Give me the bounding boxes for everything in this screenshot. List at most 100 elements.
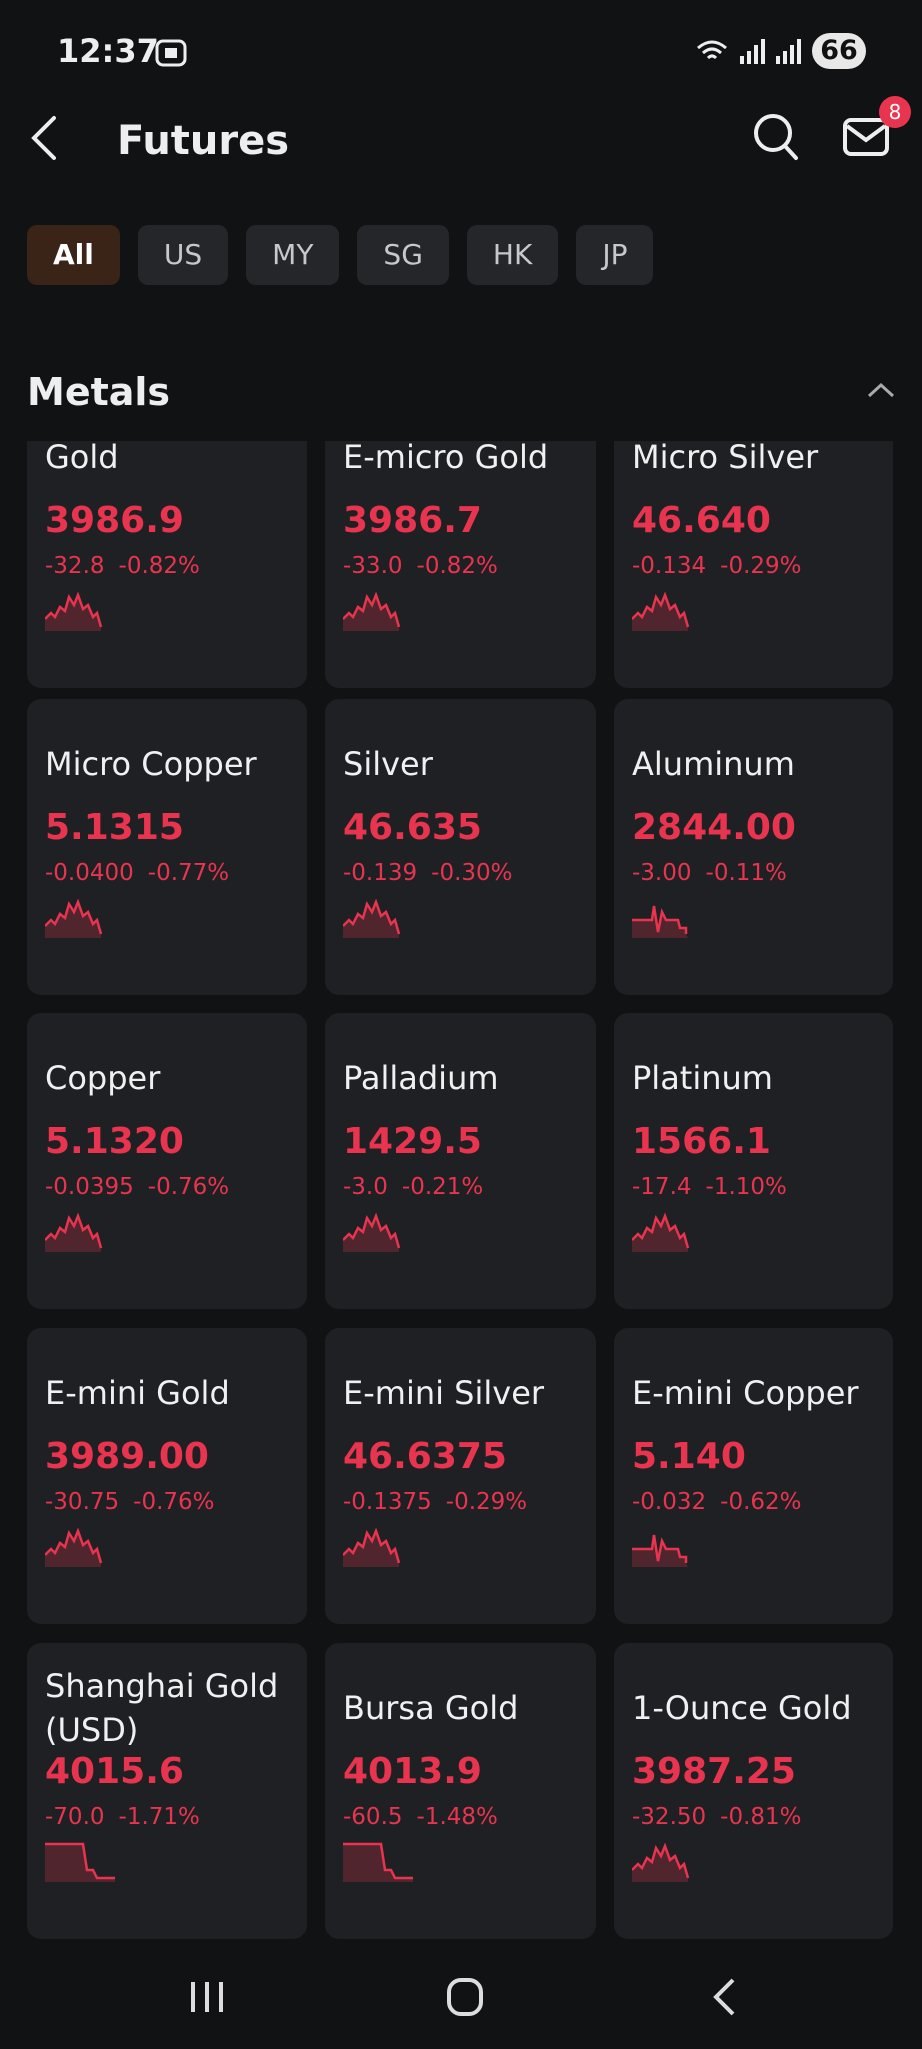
- card-price: 2844.00: [632, 807, 796, 848]
- card-percent: -1.48%: [416, 1804, 498, 1830]
- card-percent: -0.29%: [720, 553, 802, 579]
- collapse-button[interactable]: [866, 380, 896, 400]
- card-change-row: -3.00 -0.11%: [632, 860, 875, 886]
- card-percent: -0.21%: [401, 1174, 484, 1200]
- back-button[interactable]: [26, 114, 60, 162]
- card-price: 46.640: [632, 500, 771, 541]
- card-change: -70.0: [45, 1804, 105, 1830]
- card-price: 5.1320: [45, 1121, 184, 1162]
- futures-card[interactable]: Palladium 1429.5 -3.0 -0.21%: [325, 1013, 596, 1309]
- card-percent: -0.30%: [431, 860, 513, 886]
- futures-card[interactable]: Platinum 1566.1 -17.4 -1.10%: [614, 1013, 893, 1309]
- card-name: Aluminum: [632, 745, 795, 783]
- card-name: Bursa Gold: [343, 1689, 519, 1727]
- signal-icons: [697, 39, 801, 64]
- card-price: 1566.1: [632, 1121, 771, 1162]
- card-change-row: -32.8 -0.82%: [45, 553, 289, 579]
- futures-card[interactable]: Aluminum 2844.00 -3.00 -0.11%: [614, 699, 893, 995]
- sparkline: [343, 898, 401, 938]
- card-name: Micro Copper: [45, 745, 257, 783]
- futures-card[interactable]: Shanghai Gold (USD) 4015.6 -70.0 -1.71%: [27, 1643, 307, 1939]
- sparkline: [632, 1212, 690, 1252]
- search-button[interactable]: [752, 112, 800, 162]
- tab[interactable]: All: [27, 225, 120, 285]
- card-percent: -0.82%: [416, 553, 498, 579]
- card-change: -0.134: [632, 553, 707, 579]
- mail-badge: 8: [879, 96, 911, 128]
- card-change: -0.139: [343, 860, 418, 886]
- card-price: 46.6375: [343, 1436, 507, 1477]
- card-percent: -0.76%: [147, 1174, 230, 1200]
- sparkline: [343, 1212, 401, 1252]
- sparkline: [343, 591, 401, 631]
- card-percent: -0.76%: [133, 1489, 215, 1515]
- card-name: E-micro Gold: [343, 441, 549, 476]
- card-change-row: -17.4 -1.10%: [632, 1174, 875, 1200]
- battery: 66: [812, 33, 866, 69]
- card-change-row: -70.0 -1.71%: [45, 1804, 289, 1830]
- nav-bar: [191, 1978, 735, 2016]
- futures-card[interactable]: E-micro Gold 3986.7 -33.0 -0.82%: [325, 441, 596, 688]
- futures-card[interactable]: Silver 46.635 -0.139 -0.30%: [325, 699, 596, 995]
- card-price: 3986.7: [343, 500, 482, 541]
- card-name: Gold: [45, 441, 119, 476]
- tab[interactable]: HK: [466, 225, 559, 285]
- card-name: Platinum: [632, 1059, 773, 1097]
- card-change: -30.75: [45, 1489, 120, 1515]
- futures-card[interactable]: Micro Copper 5.1315 -0.0400 -0.77%: [27, 699, 307, 995]
- tab[interactable]: JP: [576, 225, 654, 285]
- card-change: -0.0400: [45, 860, 134, 886]
- card-list: Gold 3986.9 -32.8 -0.82% E-micro Gold 3986.7 -…: [0, 441, 922, 1941]
- card-price: 3989.00: [45, 1436, 209, 1477]
- futures-card[interactable]: E-mini Gold 3989.00 -30.75 -0.76%: [27, 1328, 307, 1624]
- tab[interactable]: US: [137, 225, 229, 285]
- mail-button[interactable]: [842, 116, 892, 160]
- card-change: -32.50: [632, 1804, 707, 1830]
- card-change-row: -0.0400 -0.77%: [45, 860, 289, 886]
- futures-card[interactable]: Copper 5.1320 -0.0395 -0.76%: [27, 1013, 307, 1309]
- card-percent: -1.71%: [118, 1804, 200, 1830]
- card-change-row: -0.134 -0.29%: [632, 553, 875, 579]
- section-title: Metals: [27, 370, 171, 414]
- tab-bar: All US MY SG HK JP: [27, 225, 654, 285]
- sparkline: [45, 591, 103, 631]
- sparkline: [632, 1842, 690, 1882]
- futures-card[interactable]: Micro Silver 46.640 -0.134 -0.29%: [614, 441, 893, 688]
- card-change: -0.032: [632, 1489, 707, 1515]
- futures-card[interactable]: Gold 3986.9 -32.8 -0.82%: [27, 441, 307, 688]
- card-change: -3.00: [632, 860, 692, 886]
- screenshot-icon: [155, 39, 187, 67]
- card-name: E-mini Gold: [45, 1374, 230, 1412]
- card-change-row: -0.0395 -0.76%: [45, 1174, 289, 1200]
- futures-card[interactable]: E-mini Copper 5.140 -0.032 -0.62%: [614, 1328, 893, 1624]
- sparkline: [343, 1842, 413, 1882]
- sparkline: [632, 591, 690, 631]
- card-change-row: -0.139 -0.30%: [343, 860, 578, 886]
- futures-card[interactable]: E-mini Silver 46.6375 -0.1375 -0.29%: [325, 1328, 596, 1624]
- tab[interactable]: SG: [357, 225, 449, 285]
- card-change-row: -30.75 -0.76%: [45, 1489, 289, 1515]
- sparkline: [632, 1534, 688, 1567]
- card-percent: -1.10%: [705, 1174, 787, 1200]
- card-change: -60.5: [343, 1804, 403, 1830]
- card-name: E-mini Copper: [632, 1374, 859, 1412]
- card-change: -3.0: [343, 1174, 388, 1200]
- status-time: 12:37: [57, 32, 159, 70]
- card-name: Silver: [343, 745, 433, 783]
- futures-card[interactable]: Bursa Gold 4013.9 -60.5 -1.48%: [325, 1643, 596, 1939]
- card-change: -33.0: [343, 553, 403, 579]
- card-change: -17.4: [632, 1174, 692, 1200]
- card-change: -32.8: [45, 553, 105, 579]
- card-name: Micro Silver: [632, 441, 819, 476]
- tab[interactable]: MY: [246, 225, 340, 285]
- card-percent: -0.82%: [118, 553, 200, 579]
- futures-card[interactable]: 1-Ounce Gold 3987.25 -32.50 -0.81%: [614, 1643, 893, 1939]
- sparkline: [45, 898, 103, 938]
- card-price: 4013.9: [343, 1751, 482, 1792]
- card-percent: -0.11%: [705, 860, 787, 886]
- sparkline: [45, 1842, 115, 1882]
- sparkline: [45, 1212, 103, 1252]
- card-change-row: -32.50 -0.81%: [632, 1804, 875, 1830]
- card-percent: -0.81%: [720, 1804, 802, 1830]
